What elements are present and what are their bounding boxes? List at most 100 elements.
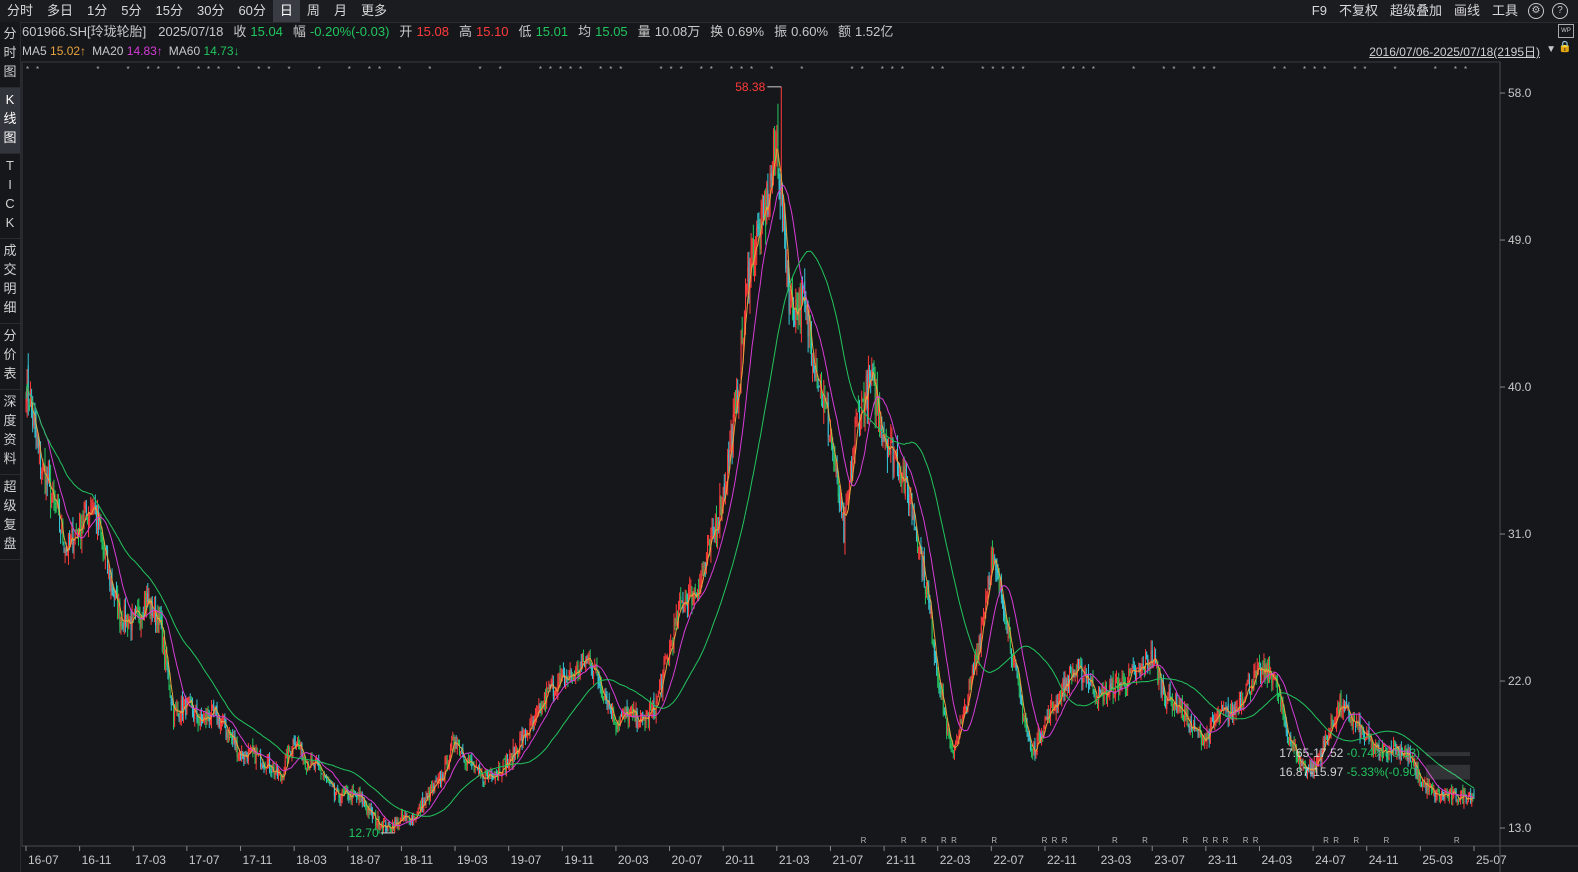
candle-body [854, 428, 856, 453]
candle-body [890, 437, 892, 455]
side-tab-kline[interactable]: K 线 图 [0, 88, 20, 154]
date-range-label[interactable]: 2016/07/06-2025/07/18(2195日) [1369, 45, 1540, 59]
period-1min[interactable]: 1分 [87, 3, 108, 18]
candle-body [218, 715, 220, 728]
candle-body [384, 820, 386, 823]
lock-icon[interactable]: 🔒 [1558, 41, 1572, 53]
period-month[interactable]: 月 [333, 3, 347, 18]
candle-body [66, 554, 68, 556]
candle-body [1149, 663, 1151, 668]
candle-body [961, 717, 963, 719]
candle-body [904, 468, 906, 497]
candle-body [1210, 720, 1212, 723]
range-dropdown-icon[interactable]: ▼ [1546, 44, 1556, 55]
candle-body [1346, 702, 1348, 708]
candle-body [51, 497, 53, 503]
range-annotation-values: 16.87-15.97 [1279, 765, 1346, 779]
candle-body [454, 743, 456, 746]
overlay-button[interactable]: 超级叠加 [1389, 3, 1442, 18]
candle-body [1142, 664, 1144, 666]
candle-body [312, 761, 314, 764]
open-label: 开 [399, 24, 413, 39]
candle-body [1311, 764, 1313, 774]
wp-icon[interactable]: WP [1558, 24, 1574, 38]
candle-body [421, 800, 423, 813]
side-tab-intraday[interactable]: 分 时 图 [0, 22, 20, 88]
period-60min[interactable]: 60分 [238, 3, 266, 18]
candle-body [818, 386, 820, 388]
candle-body [112, 588, 114, 596]
period-day[interactable]: 日 [272, 0, 300, 22]
f9-button[interactable]: F9 [1311, 3, 1327, 18]
candle-body [1017, 674, 1019, 680]
candle-body [778, 168, 780, 187]
event-marker: * [700, 65, 703, 74]
candle-body [840, 494, 841, 512]
candle-body [61, 523, 63, 533]
period-30min[interactable]: 30分 [196, 3, 225, 18]
candle-body [945, 711, 947, 719]
candle-body [496, 771, 498, 775]
side-tab-tick[interactable]: T I C K [0, 154, 20, 239]
side-tab-review[interactable]: 超 级 复 盘 [0, 475, 20, 560]
candle-body [1189, 719, 1191, 733]
range-annotation-change: -5.33%(-0.90) [1347, 765, 1420, 779]
event-marker: * [861, 65, 864, 74]
period-more[interactable]: 更多 [360, 3, 387, 18]
x-tick-label: 21-07 [832, 853, 863, 867]
candle-body [1077, 660, 1079, 666]
candle-body [446, 759, 448, 770]
candle-body [359, 790, 361, 798]
candle-body [198, 721, 200, 723]
candle-body [1054, 709, 1056, 711]
candle-body [1158, 673, 1160, 684]
candle-body [882, 438, 884, 440]
side-tab-depth[interactable]: 深 度 资 料 [0, 390, 20, 475]
candle-body [562, 670, 564, 674]
candle-body [140, 616, 142, 628]
candle-body [503, 758, 505, 760]
draw-button[interactable]: 画线 [1453, 3, 1480, 18]
candle-body [488, 774, 490, 777]
tools-button[interactable]: 工具 [1491, 3, 1518, 18]
dividend-marker: R [1243, 836, 1249, 845]
candle-body [235, 741, 237, 745]
gear-icon[interactable]: ⚙ [1528, 3, 1544, 19]
adjust-button[interactable]: 不复权 [1338, 3, 1378, 18]
candle-body [1098, 688, 1100, 704]
candle-body [694, 587, 696, 594]
event-marker: * [1203, 65, 1206, 74]
candle-body [256, 754, 258, 756]
candle-body [1412, 757, 1414, 762]
candle-body [136, 607, 138, 610]
period-5min[interactable]: 5分 [121, 3, 142, 18]
candle-body [137, 607, 139, 610]
candle-body [1367, 730, 1369, 734]
period-15min[interactable]: 15分 [155, 3, 183, 18]
candle-body [28, 404, 30, 411]
question-icon[interactable]: ? [1552, 3, 1568, 19]
candle-body [248, 748, 250, 750]
candle-body [709, 538, 711, 552]
candle-body [1375, 742, 1377, 751]
candle-body [745, 290, 747, 318]
candle-body [191, 704, 193, 714]
high-value: 15.10 [476, 24, 509, 39]
candle-body [70, 535, 72, 546]
candle-body [617, 721, 619, 730]
side-tab-trades[interactable]: 成 交 明 细 [0, 239, 20, 324]
period-week[interactable]: 周 [306, 3, 320, 18]
candle-body [1317, 759, 1319, 763]
candle-body [1231, 705, 1233, 718]
side-tab-price-table[interactable]: 分 价 表 [0, 324, 20, 390]
period-multiday[interactable]: 多日 [47, 3, 74, 18]
candle-body [942, 689, 944, 714]
candle-body [886, 443, 888, 460]
candle-body [1176, 694, 1178, 713]
dividend-marker: R [1182, 836, 1188, 845]
candle-body [659, 687, 660, 692]
x-tick-label: 24-07 [1315, 853, 1346, 867]
period-intraday[interactable]: 分时 [7, 3, 34, 18]
candle-body [1309, 764, 1311, 766]
